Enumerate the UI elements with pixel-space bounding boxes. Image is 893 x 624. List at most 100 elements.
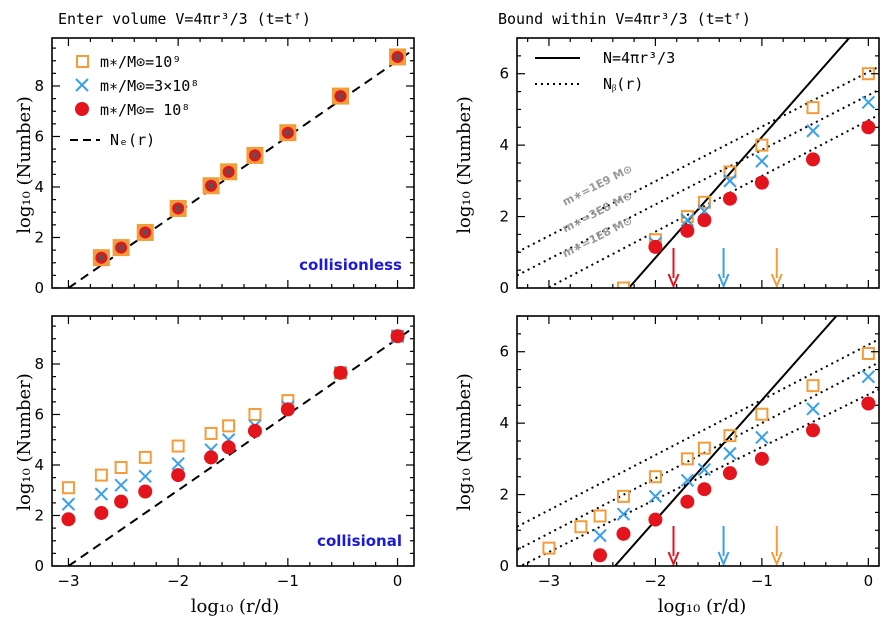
square-point-br-5 [680,452,694,466]
cross-point-bl-0 [61,497,76,511]
cross-stroke-b [224,168,233,176]
square-point-tr-0 [616,281,630,288]
circle-point-bl-10 [390,329,405,344]
ytick-label-bl-4: 8 [34,355,44,373]
arrow-blue-br [717,526,730,566]
xtick-label-br-0: −3 [538,572,560,590]
ytick-label-tl-1: 2 [34,228,44,246]
ytick-label-tr-0: 0 [499,279,509,297]
panel-tr: m∗=1E9 M⊙m∗=3E8 M⊙m∗=1E8 M⊙ 0 2 4 6 [499,37,880,297]
square-point-br-9 [806,379,820,393]
square-point-br-4 [648,470,662,484]
ytick-label-br-3: 6 [499,343,509,361]
cross-point-br-0 [593,528,607,543]
circle-point-tr-4 [754,175,769,190]
cross-stroke-b [755,430,769,445]
cross-stroke-b [138,469,152,484]
plot-area-br [517,316,879,566]
xtick-label-bl-0: −3 [57,572,79,590]
cross-point-tl-9 [393,53,402,61]
cross-point-br-2 [648,489,663,504]
circle-point-br-1 [616,526,631,541]
ytick-label-tr-3: 6 [499,65,509,83]
cross-point-br-4 [697,462,712,477]
cross-point-tl-0 [97,253,106,262]
cross-point-br-6 [755,430,769,445]
circle-point-tr-1 [680,223,695,238]
circle-point-bl-8 [280,402,295,417]
title-top-left: Enter volume V=4πr³/3 (t=tᶠ) [58,10,311,28]
square-point-bl-5 [204,426,218,440]
ytick-label-br-1: 2 [499,486,509,504]
square-point-bl-4 [171,439,185,453]
circle-point-bl-6 [221,440,236,455]
arrow-head [717,551,730,566]
cross-point-bl-2 [114,478,128,492]
cross-stroke-b [284,128,292,137]
square-point-br-1 [574,520,588,534]
square-point-tr-2 [680,210,694,224]
cross-point-bl-4 [171,457,185,471]
cross-stroke-b [593,528,607,543]
legend-top-right: N=4πr³/3 Nᵦ(r) [535,49,675,93]
label-collisionless: collisionless [299,256,402,274]
cross-point-tl-7 [284,128,292,137]
ytick-label-tl-0: 0 [34,279,44,297]
cross-stroke-b [861,370,876,384]
square-point-bl-7 [248,407,262,421]
square-point-br-3 [616,489,630,503]
cross-stroke-b [616,507,631,521]
cross-point-tl-4 [207,182,215,190]
cross-point-tr-4 [755,154,769,168]
cross-stroke-b [117,243,125,252]
circle-point-br-7 [805,423,820,438]
circle-point-bl-0 [61,512,76,527]
xtick-label-bl-1: −2 [167,572,189,590]
cross-stroke-b [697,462,712,477]
ytick-label-tl-4: 8 [34,77,44,95]
panel-br: −3 −2 −1 0 0 2 4 6 [499,315,880,590]
dashed-line-bl-0 [67,326,414,566]
xtick-label-br-2: −1 [751,572,773,590]
plot-area-tr: m∗=1E9 M⊙m∗=3E8 M⊙m∗=1E8 M⊙ [517,38,879,288]
circle-point-tr-2 [697,213,712,228]
cross-point-tl-8 [336,92,345,100]
cross-point-bl-1 [94,487,109,501]
square-point-tr-6 [806,101,820,115]
dotted-line-br-3 [518,388,879,566]
dotted-line-tr-3 [545,113,879,288]
cross-point-tl-2 [141,228,149,237]
cross-stroke-b [648,489,663,504]
square-point-bl-1 [94,468,108,482]
arrow-head [770,273,783,288]
dotted-line-br-2 [517,361,879,551]
cross-stroke-b [861,95,876,109]
plot-area-tl [67,48,414,288]
cross-point-tr-3 [723,174,737,188]
ytick-label-tr-2: 4 [499,136,509,154]
panel-tl: 0 2 4 6 8 [34,37,415,297]
cross-stroke-b [174,204,182,213]
arrow-orange-br [770,526,783,566]
arrow-head [770,551,783,566]
solid-line-tr-0 [628,38,850,288]
dashed-line-tl-0 [67,48,414,288]
ytick-label-bl-2: 4 [34,456,44,474]
arrow-orange-tr [770,248,783,288]
cross-stroke-b [94,487,109,501]
circle-point-bl-5 [204,450,219,465]
square-point-tr-3 [697,195,711,209]
ylabel-top-left: log₁₀ (Number) [14,96,35,234]
dotted-line-tr-1 [517,65,879,254]
cross-point-tr-6 [861,95,876,109]
cross-point-bl-3 [138,469,152,484]
dotted-line-tr-2 [517,88,879,277]
legend-label-3e8: m∗/M⊙=3×10⁸ [100,77,199,95]
cross-stroke-b [723,174,737,188]
cross-stroke-b [97,253,106,262]
square-point-br-8 [755,407,769,421]
circle-point-bl-1 [94,505,109,520]
cross-stroke-b [61,497,76,511]
ylabel-bottom-left: log₁₀ (Number) [14,373,35,511]
circle-point-br-5 [722,466,737,481]
